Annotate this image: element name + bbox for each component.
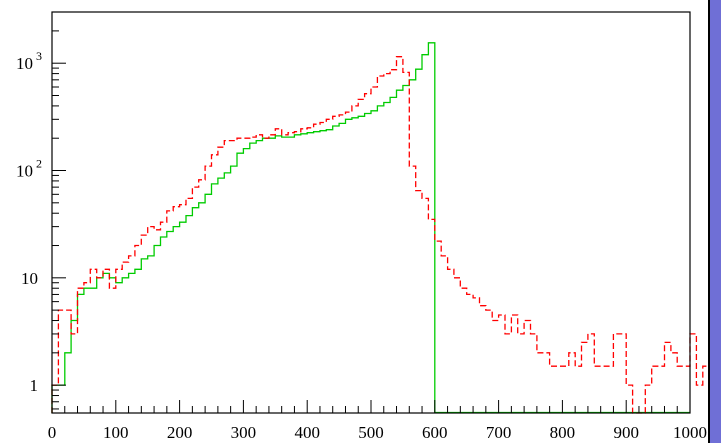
- series-1-line: [51, 56, 708, 414]
- y-tick-exponent: 3: [36, 49, 42, 63]
- x-tick-label: 600: [422, 423, 448, 442]
- side-strip: [708, 0, 721, 443]
- x-tick-label: 500: [358, 423, 384, 442]
- y-tick-exponent: 2: [36, 157, 42, 171]
- y-tick-label: 10: [21, 269, 38, 288]
- series-0-line: [51, 42, 436, 413]
- y-tick-label: 10 3: [16, 49, 42, 73]
- x-tick-label: 800: [550, 423, 576, 442]
- x-tick-labels: 0 100 200 300 400 500 600 700 800 900 1000: [48, 423, 707, 442]
- y-tick-label: 1: [30, 376, 39, 395]
- y-tick-base: 1: [30, 376, 39, 395]
- plot-frame: [51, 11, 691, 414]
- y-tick-label: 10 2: [16, 157, 42, 181]
- x-tick-label: 0: [48, 423, 57, 442]
- x-tick-label: 1000: [673, 423, 707, 442]
- x-tick-label: 100: [103, 423, 129, 442]
- y-tick-base: 10: [16, 162, 33, 181]
- x-tick-label: 400: [294, 423, 320, 442]
- tick-marks: [51, 11, 691, 413]
- x-tick-label: 700: [486, 423, 512, 442]
- y-tick-base: 10: [21, 269, 38, 288]
- x-tick-label: 200: [167, 423, 193, 442]
- x-tick-label: 300: [231, 423, 257, 442]
- y-tick-base: 10: [16, 54, 33, 73]
- x-tick-label: 900: [613, 423, 639, 442]
